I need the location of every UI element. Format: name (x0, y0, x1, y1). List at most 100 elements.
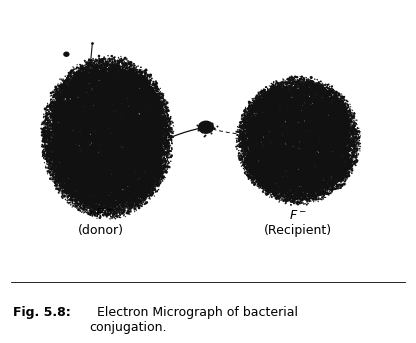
Point (120, 176, 126, 181)
Point (130, 187, 137, 192)
Point (263, 97, 270, 103)
Point (116, 203, 122, 209)
Point (312, 105, 318, 111)
Point (111, 187, 118, 192)
Point (265, 185, 272, 191)
Point (296, 162, 302, 167)
Point (109, 147, 116, 152)
Point (155, 182, 161, 188)
Point (258, 115, 265, 121)
Point (276, 100, 282, 106)
Point (324, 90, 331, 96)
Point (240, 116, 247, 121)
Point (249, 154, 255, 159)
Point (333, 181, 340, 187)
Point (146, 186, 153, 191)
Point (86, 141, 93, 147)
Point (284, 122, 290, 128)
Point (92, 163, 99, 168)
Point (325, 90, 332, 95)
Point (79, 82, 86, 87)
Point (331, 123, 338, 129)
Point (109, 121, 115, 126)
Point (318, 93, 325, 98)
Point (124, 76, 130, 81)
Point (304, 134, 310, 140)
Point (63, 94, 70, 99)
Point (317, 173, 324, 178)
Point (259, 146, 266, 151)
Point (69, 141, 75, 147)
Point (263, 164, 270, 169)
Point (97, 178, 104, 184)
Point (148, 153, 155, 158)
Point (297, 97, 304, 103)
Point (67, 159, 74, 165)
Point (283, 96, 290, 102)
Point (86, 78, 92, 83)
Point (67, 162, 74, 167)
Point (339, 145, 346, 150)
Point (305, 140, 312, 145)
Point (328, 123, 335, 128)
Point (125, 200, 132, 205)
Point (119, 176, 126, 181)
Point (264, 112, 271, 118)
Point (48, 126, 54, 131)
Point (291, 117, 298, 122)
Point (120, 201, 127, 207)
Point (126, 98, 133, 104)
Point (341, 153, 347, 158)
Point (110, 144, 116, 149)
Point (156, 90, 163, 95)
Point (66, 182, 73, 188)
Point (240, 153, 247, 159)
Point (275, 171, 282, 176)
Point (331, 98, 337, 103)
Point (73, 139, 80, 144)
Point (101, 189, 107, 194)
Point (160, 147, 167, 153)
Point (98, 165, 105, 170)
Point (85, 116, 92, 122)
Point (52, 126, 58, 131)
Point (104, 102, 111, 107)
Point (304, 188, 311, 193)
Point (297, 92, 303, 98)
Point (57, 147, 64, 153)
Point (141, 191, 148, 196)
Point (279, 173, 286, 178)
Point (317, 162, 324, 167)
Point (277, 165, 284, 170)
Point (264, 124, 271, 129)
Point (120, 171, 126, 177)
Point (240, 161, 246, 166)
Point (336, 133, 342, 138)
Point (244, 146, 251, 152)
Point (120, 189, 126, 195)
Point (74, 190, 81, 196)
Point (96, 107, 103, 113)
Point (119, 79, 126, 85)
Point (77, 114, 84, 119)
Point (299, 158, 305, 163)
Point (72, 66, 78, 71)
Point (131, 110, 137, 115)
Point (124, 190, 131, 195)
Point (299, 123, 306, 129)
Point (87, 71, 94, 76)
Point (127, 76, 134, 81)
Point (166, 144, 173, 149)
Point (66, 156, 73, 161)
Point (123, 147, 129, 153)
Point (314, 134, 321, 139)
Point (72, 105, 79, 110)
Point (132, 158, 139, 164)
Point (68, 119, 74, 125)
Point (137, 130, 144, 136)
Point (143, 185, 150, 190)
Point (257, 134, 264, 140)
Point (147, 104, 154, 110)
Point (63, 99, 69, 105)
Point (98, 136, 105, 142)
